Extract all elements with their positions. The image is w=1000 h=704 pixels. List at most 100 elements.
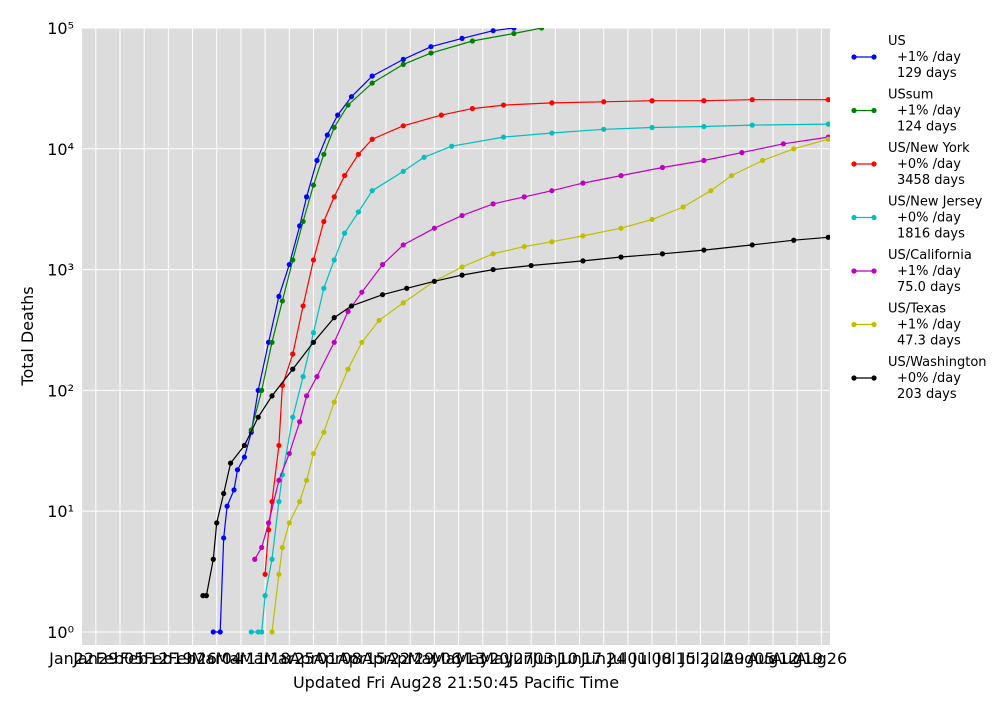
data-point [701,123,707,130]
data-point [234,467,241,473]
data-point [369,136,375,142]
data-point [618,172,624,179]
legend-label: USsum [888,88,933,103]
legend-marker [871,54,877,60]
legend-marker [871,161,877,167]
data-point [321,285,327,291]
data-point [601,99,607,105]
data-point [221,535,227,541]
data-point [269,629,275,635]
data-point [324,132,330,138]
y-tick-label: 10⁴ [47,140,74,159]
data-point [248,629,254,635]
data-point [459,35,465,42]
data-point [511,30,517,37]
data-point [331,339,337,345]
legend-marker [871,375,877,381]
data-point [469,106,476,112]
x-tick-label: Feb12 [120,649,169,668]
data-point [400,61,406,67]
data-point [701,98,707,104]
legend-detail: +0% /day [897,371,961,386]
data-point [490,266,496,273]
legend-marker [851,375,857,381]
data-point [791,237,797,243]
legend-detail: 3458 days [897,173,965,188]
data-point [214,520,220,526]
data-point [348,303,355,309]
y-tick-label: 10⁰ [47,623,74,642]
series-group [200,28,830,635]
x-tick-label: Jun10 [532,649,578,668]
legend-marker [871,107,877,114]
data-point [210,629,216,635]
legend-detail: +0% /day [897,157,961,172]
data-point [300,374,306,380]
data-point [780,141,786,147]
y-tick-label: 10³ [47,261,74,280]
legend-detail: 203 days [897,387,957,402]
data-point [649,124,655,131]
data-point [459,272,465,278]
data-point [310,257,317,263]
data-point [265,520,272,526]
data-point [400,300,406,306]
data-point [369,80,375,86]
data-point [331,399,337,405]
x-tick-label: Jul15 [655,649,696,668]
legend-label: US/New York [888,141,970,156]
y-tick-label: 10¹ [47,502,74,521]
data-point [428,50,434,56]
data-point [276,571,282,577]
y-tick-label: 10⁵ [47,19,74,38]
x-tick-label: May13 [432,649,485,668]
data-point [400,242,406,248]
data-point [659,164,666,171]
data-point [345,366,351,372]
x-tick-label: Mar18 [240,649,291,668]
legend-marker [871,321,877,328]
data-point [528,262,534,269]
data-point [262,571,268,577]
data-point [203,593,209,599]
data-point [355,209,361,215]
data-point [303,393,310,399]
data-point [227,460,234,466]
legend-marker [851,54,857,60]
x-tick-label: Jun03 [507,649,553,668]
data-point [341,230,348,236]
x-tick-label: Mar25 [264,649,315,668]
data-point [749,97,755,103]
legend-detail: +1% /day [897,264,961,279]
data-point [224,503,230,509]
data-point [276,499,282,505]
data-point [241,454,247,460]
data-point [791,146,797,152]
data-point [431,225,438,231]
data-point [348,94,355,100]
data-point [701,157,707,164]
legend-detail: 75.0 days [897,280,961,295]
data-point [300,218,306,225]
data-point [511,28,517,31]
data-point [314,374,320,380]
data-point [400,123,406,129]
data-point [221,490,227,497]
data-point [231,487,237,493]
data-point [331,257,337,263]
data-point [290,257,296,263]
data-point [618,225,624,231]
data-point [279,298,285,304]
x-tick-label: Feb26 [168,649,217,668]
x-tick-label: May20 [456,649,509,668]
x-tick-label: May27 [480,649,533,668]
legend-detail: 124 days [897,120,957,135]
data-point [321,429,327,435]
data-point [438,112,444,118]
data-point [649,216,655,223]
data-point [303,477,310,483]
data-point [303,194,310,200]
data-point [490,251,496,257]
data-point [345,102,351,108]
data-point [601,126,607,132]
